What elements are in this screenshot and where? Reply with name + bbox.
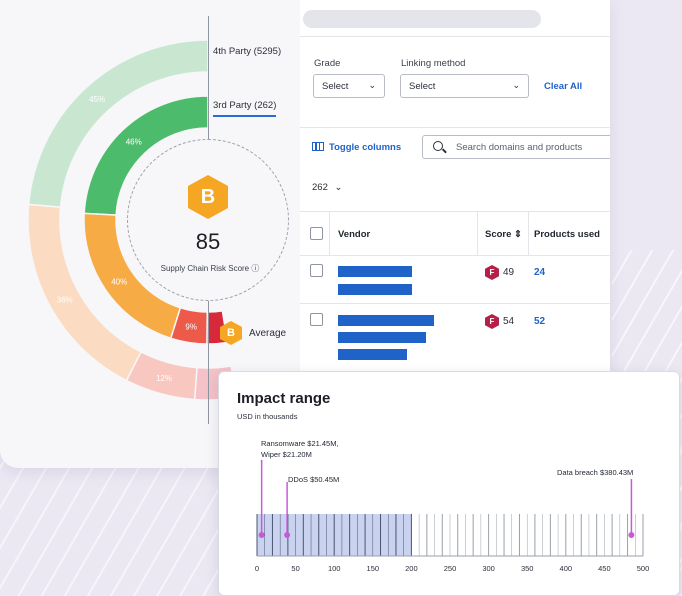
tier-divider-line-lower [208,284,209,424]
x-tick-label: 400 [560,564,573,573]
x-tick-label: 200 [405,564,418,573]
risk-score-caption: Supply Chain Risk Score ⓘ [160,264,260,273]
products-used-link[interactable]: 52 [534,316,546,327]
tier-3rd-party[interactable]: 3rd Party (262) [213,100,277,117]
vendor-domain-redacted [338,349,407,360]
outer-ring-segment-label: 12% [156,374,172,383]
table-top-divider [300,211,610,212]
linking-select-value: Select [409,81,436,92]
x-tick-label: 100 [328,564,341,573]
inner-ring-segment-label: 9% [185,323,197,332]
clear-all-button[interactable]: Clear All [544,81,583,92]
x-tick-label: 450 [598,564,611,573]
grade-select[interactable]: Select ⌄ [313,74,385,98]
impact-marker-point[interactable] [258,532,265,538]
select-all-checkbox[interactable] [310,227,323,240]
row-checkbox[interactable] [310,264,323,277]
x-tick-label: 350 [521,564,534,573]
inner-ring-segment-label: 46% [126,138,142,147]
data-breach-annotation: Data breach $380.43M [557,468,634,477]
outer-ring-segment-label: 36% [57,296,73,305]
ddos-annotation: DDoS $50.45M [288,475,340,484]
header-placeholder-bar [303,10,541,28]
chevron-down-icon: ⌄ [368,80,376,90]
x-tick-label: 0 [255,564,259,573]
impact-title: Impact range [237,390,331,407]
header-divider [300,36,610,37]
toggle-columns-button[interactable]: Toggle columns [312,142,401,153]
average-label: Average [249,328,287,339]
x-tick-label: 500 [637,564,650,573]
impact-marker-point[interactable] [284,532,291,538]
x-tick-label: 250 [444,564,457,573]
vendor-name-redacted [338,266,412,277]
grade-filter-label: Grade [314,58,341,69]
x-tick-label: 50 [291,564,299,573]
column-separator [528,211,529,255]
row-checkbox[interactable] [310,313,323,326]
products-column-header[interactable]: Products used [534,229,600,240]
vendor-column-header[interactable]: Vendor [338,229,371,240]
vendor-domain-redacted [338,332,426,343]
linking-method-select[interactable]: Select ⌄ [400,74,529,98]
filters-divider [300,127,610,128]
grade-f-badge: F [485,265,499,280]
ransomware-annotation: Ransomware $21.45M, Wiper $21.20M [261,438,339,460]
tier-4th-party[interactable]: 4th Party (5295) [213,46,282,57]
impact-range-card: Impact range USD in thousands 0 50 100 150 2… [218,371,680,596]
x-tick-label: 150 [367,564,380,573]
result-count-dropdown[interactable]: 262 ⌄ [312,182,342,193]
linking-filter-label: Linking method [401,58,466,69]
row-divider [300,303,610,304]
vendor-domain-redacted [338,284,412,295]
average-grade-badge: B [220,321,242,345]
table-header-divider [300,255,610,256]
inner-ring-segment-label: 40% [111,278,127,287]
toggle-columns-label: Toggle columns [329,142,402,153]
grade-select-value: Select [322,81,349,92]
vendor-score: 54 [503,316,515,327]
chevron-down-icon: ⌄ [512,80,520,90]
donut-chart: 45% 36% 12% 46% 40% 9% [27,39,238,401]
ransomware-label: Ransomware $21.45M, [261,439,339,448]
column-separator [477,211,478,255]
grade-f-badge: F [485,314,499,329]
tier-divider-line [208,16,209,156]
search-input[interactable]: Search domains and products [422,135,610,159]
score-column-header[interactable]: Score ⇕ [485,229,523,240]
columns-icon [312,142,324,151]
search-placeholder: Search domains and products [456,142,583,153]
chevron-down-icon: ⌄ [334,182,343,193]
impact-subtitle: USD in thousands [237,412,298,421]
score-center [127,139,289,301]
outer-ring-segment-label: 45% [89,95,105,104]
column-separator [329,211,330,255]
vendor-name-redacted [338,315,434,326]
supply-chain-donut: 45% 36% 12% 46% 40% 9% 4th Party (5295) 3rd P… [0,0,300,468]
wiper-label: Wiper $21.20M [261,450,312,459]
result-count: 262 [312,182,328,193]
risk-score-value: 85 [195,229,221,254]
vendor-score: 49 [503,267,515,278]
impact-range-chart: 0 50 100 150 200 250 300 350 400 450 500 [255,460,650,573]
impact-marker-point[interactable] [628,532,635,538]
search-icon [433,141,443,151]
products-used-link[interactable]: 24 [534,267,546,278]
x-tick-label: 300 [482,564,495,573]
